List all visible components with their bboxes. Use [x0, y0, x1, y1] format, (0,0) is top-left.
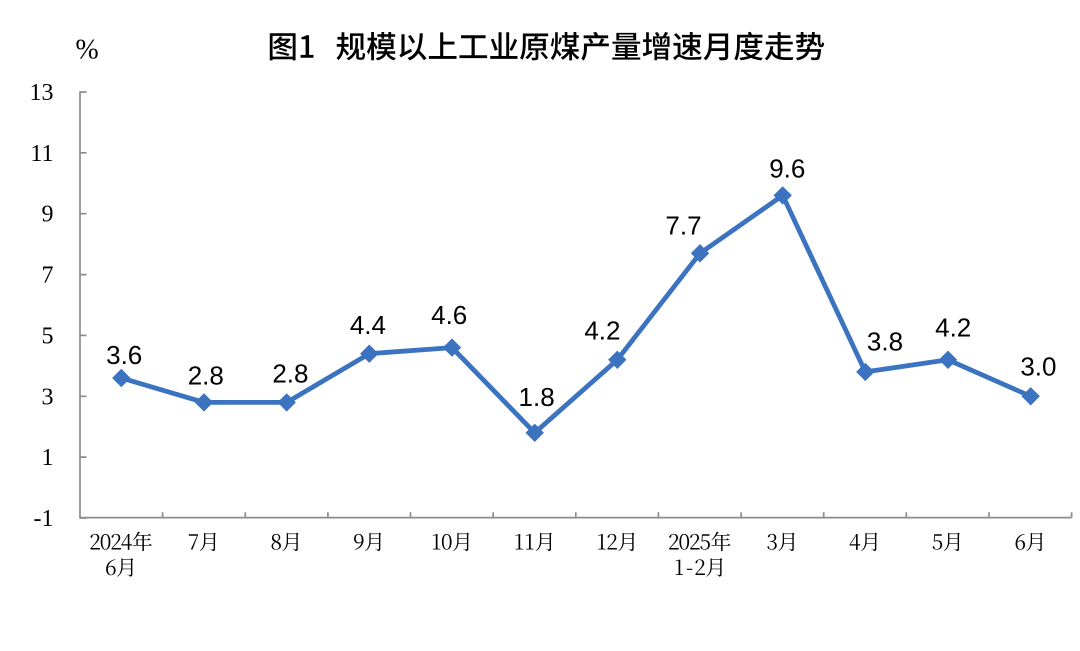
- svg-text:4.6: 4.6: [431, 300, 467, 330]
- svg-text:3: 3: [42, 384, 54, 410]
- svg-text:2.8: 2.8: [272, 358, 308, 388]
- svg-text:4.2: 4.2: [584, 316, 620, 346]
- svg-text:13: 13: [30, 80, 54, 106]
- svg-text:9: 9: [42, 202, 54, 228]
- svg-text:3.0: 3.0: [1020, 352, 1056, 382]
- svg-text:3.8: 3.8: [867, 326, 903, 356]
- svg-text:5: 5: [42, 323, 54, 349]
- svg-text:1: 1: [42, 445, 54, 471]
- svg-text:7.7: 7.7: [665, 211, 701, 241]
- svg-text:11: 11: [30, 141, 53, 167]
- svg-text:%: %: [75, 35, 98, 66]
- svg-text:9.6: 9.6: [769, 154, 805, 184]
- svg-text:2.8: 2.8: [188, 361, 224, 391]
- svg-text:3.6: 3.6: [106, 340, 142, 370]
- svg-text:4.4: 4.4: [350, 310, 386, 340]
- svg-text:-1: -1: [34, 506, 54, 532]
- svg-text:4.2: 4.2: [935, 313, 971, 343]
- svg-text:1.8: 1.8: [519, 382, 555, 412]
- svg-text:7: 7: [42, 263, 54, 289]
